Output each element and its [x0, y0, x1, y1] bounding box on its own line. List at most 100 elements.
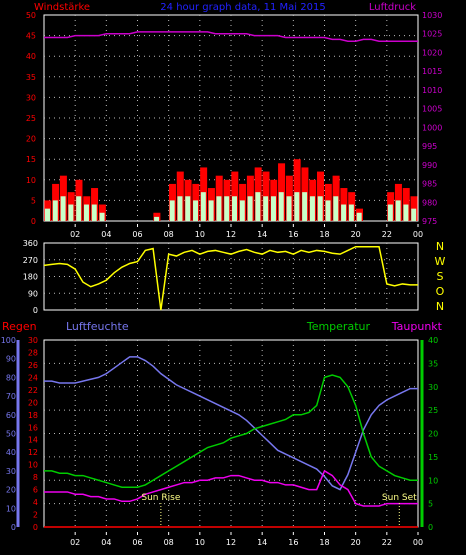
rain-y-tick-0: 0	[33, 523, 38, 532]
wind-x-tick-20: 20	[351, 230, 361, 239]
pressure-y-tick-1015: 1015	[422, 67, 442, 76]
wind-axis-label: Windstärke	[34, 2, 90, 13]
wind-y-tick-45: 45	[26, 32, 36, 41]
temperature-line	[44, 374, 418, 489]
wind-x-tick-22: 22	[382, 230, 392, 239]
wind-avg-bar	[270, 196, 276, 221]
wind-avg-bar	[356, 212, 362, 221]
rain-y-tick-8: 8	[33, 473, 38, 482]
direction-y-tick-0: 0	[33, 306, 38, 315]
wind-avg-bar	[60, 196, 66, 221]
wind-avg-bar	[286, 196, 292, 221]
rain-y-tick-10: 10	[28, 461, 38, 470]
pressure-y-tick-980: 980	[422, 198, 437, 207]
wind-x-tick-18: 18	[319, 230, 329, 239]
temperature-y-tick-5: 5	[428, 500, 433, 509]
wind-avg-bar	[395, 200, 401, 221]
pressure-y-tick-1000: 1000	[422, 123, 442, 132]
wind-avg-bar	[193, 200, 199, 221]
temperature-y-tick-30: 30	[428, 383, 438, 392]
temperature-y-tick-10: 10	[428, 476, 438, 485]
rain-y-tick-6: 6	[33, 486, 38, 495]
wind-y-tick-40: 40	[26, 52, 36, 61]
temperature-y-tick-35: 35	[428, 359, 438, 368]
wind-avg-bar	[317, 196, 323, 221]
wind-x-tick-00: 00	[413, 230, 423, 239]
wind-y-tick-15: 15	[26, 155, 36, 164]
wind-avg-bar	[333, 196, 339, 221]
wind-avg-bar	[99, 212, 105, 221]
wind-y-tick-10: 10	[26, 176, 36, 185]
wind-avg-bar	[68, 204, 74, 221]
wind-y-tick-25: 25	[26, 114, 36, 123]
rain-y-tick-18: 18	[28, 411, 38, 420]
temperature-y-tick-15: 15	[428, 453, 438, 462]
wind-avg-bar	[154, 216, 160, 221]
wind-avg-bar	[185, 196, 191, 221]
wind-avg-bar	[255, 192, 261, 221]
wind-avg-bar	[294, 192, 300, 221]
wind-avg-bar	[309, 196, 315, 221]
humidity-axis-label: Luftfeuchte	[66, 320, 129, 333]
temperature-y-tick-25: 25	[428, 406, 438, 415]
humidity-y-tick-0: 0	[11, 523, 16, 532]
wind-x-tick-04: 04	[101, 230, 111, 239]
wind-avg-bar	[45, 208, 51, 221]
pressure-y-tick-1005: 1005	[422, 105, 442, 114]
pressure-y-tick-1020: 1020	[422, 48, 442, 57]
temperature-y-tick-0: 0	[428, 523, 433, 532]
wind-avg-bar	[224, 196, 230, 221]
humidity-y-tick-30: 30	[6, 467, 16, 476]
direction-y-tick-180: 180	[23, 273, 38, 282]
sun-rise-label: Sun Rise	[141, 493, 180, 503]
climate-x-tick-16: 16	[288, 538, 298, 547]
wind-avg-bar	[387, 204, 393, 221]
rain-y-tick-22: 22	[28, 386, 38, 395]
pressure-y-tick-975: 975	[422, 217, 437, 226]
compass-label-o: O	[436, 285, 445, 298]
climate-x-tick-12: 12	[226, 538, 236, 547]
direction-y-tick-360: 360	[23, 239, 38, 248]
rain-y-tick-16: 16	[28, 423, 38, 432]
pressure-y-tick-990: 990	[422, 161, 437, 170]
wind-avg-bar	[348, 204, 354, 221]
humidity-line	[44, 356, 418, 491]
wind-avg-bar	[83, 204, 89, 221]
compass-label-w: W	[435, 255, 446, 268]
climate-x-tick-00: 00	[413, 538, 423, 547]
wind-avg-bar	[325, 200, 331, 221]
wind-bar	[91, 188, 99, 221]
humidity-y-tick-50: 50	[6, 430, 16, 439]
wind-avg-bar	[208, 200, 214, 221]
humidity-y-tick-90: 90	[6, 355, 16, 364]
wind-avg-bar	[247, 196, 253, 221]
wind-avg-bar	[169, 200, 175, 221]
rain-y-tick-4: 4	[33, 498, 38, 507]
wind-y-tick-30: 30	[26, 93, 36, 102]
rain-axis-label: Regen	[2, 320, 37, 333]
wind-bar	[402, 188, 410, 221]
wind-avg-bar	[341, 204, 347, 221]
wind-avg-bar	[403, 204, 409, 221]
climate-x-tick-10: 10	[195, 538, 205, 547]
wind-y-tick-20: 20	[26, 135, 36, 144]
wind-avg-bar	[239, 200, 245, 221]
climate-x-tick-04: 04	[101, 538, 111, 547]
wind-avg-bar	[278, 192, 284, 221]
wind-direction-line	[43, 245, 418, 311]
compass-label-s: S	[437, 270, 444, 283]
dewpoint-line	[44, 469, 418, 507]
wind-avg-bar	[302, 192, 308, 221]
humidity-y-tick-40: 40	[6, 448, 16, 457]
pressure-axis-label: Luftdruck	[369, 2, 416, 13]
wind-x-tick-16: 16	[288, 230, 298, 239]
pressure-y-tick-995: 995	[422, 142, 437, 151]
climate-x-tick-20: 20	[351, 538, 361, 547]
rain-y-tick-24: 24	[28, 373, 38, 382]
rain-y-tick-12: 12	[28, 448, 38, 457]
climate-x-tick-14: 14	[257, 538, 267, 547]
wind-avg-bar	[177, 196, 183, 221]
compass-label-n: N	[436, 300, 444, 313]
rain-y-tick-20: 20	[28, 398, 38, 407]
humidity-y-tick-70: 70	[6, 392, 16, 401]
